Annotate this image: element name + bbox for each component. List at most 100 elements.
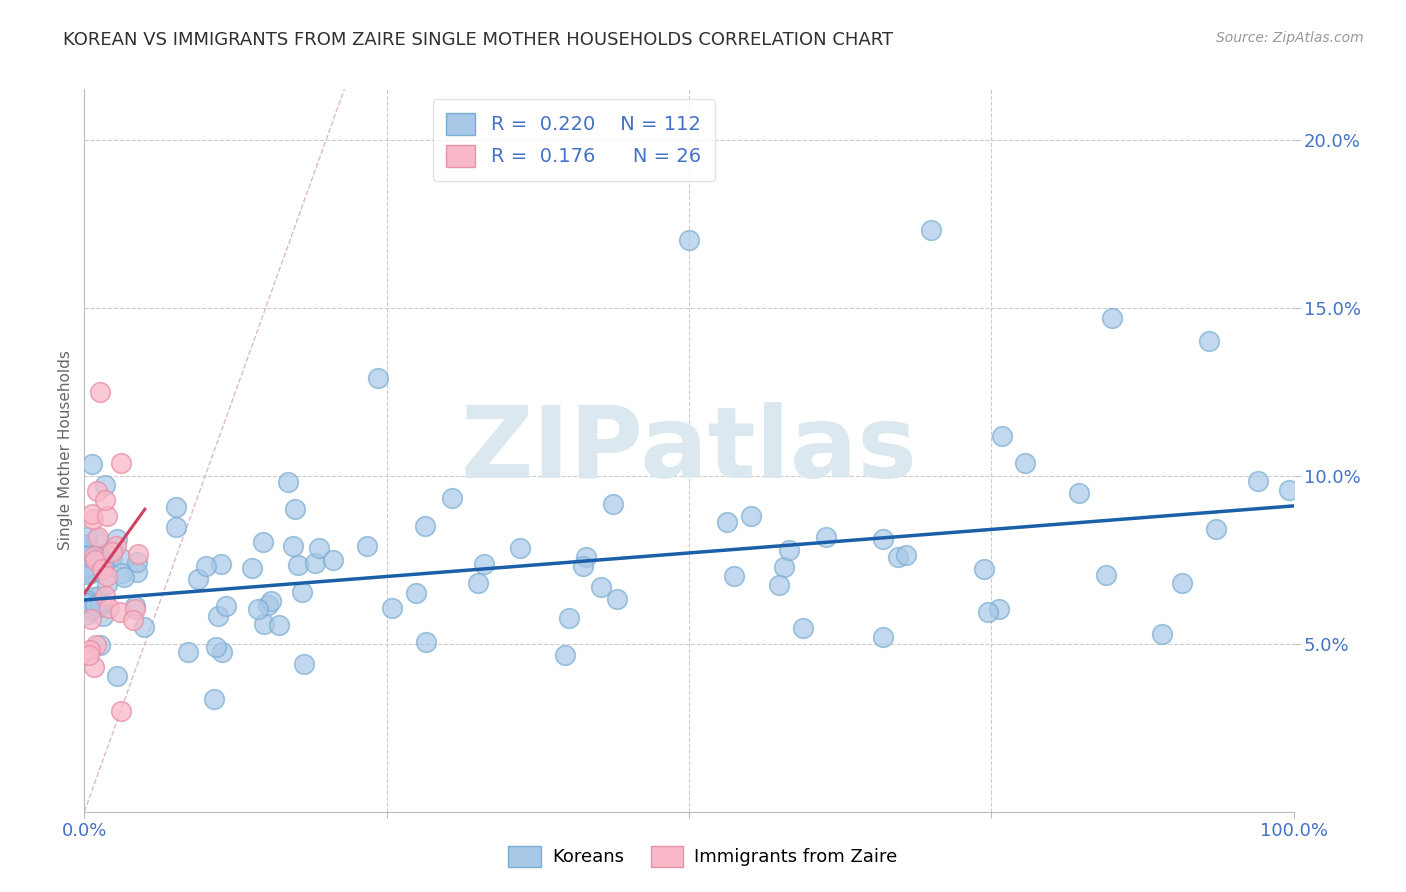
Point: [87, 530, 110, 544]
Point: [91, 608, 114, 623]
Point: [83, 549, 105, 563]
Point: [76, 530, 98, 544]
Point: [124, 599, 146, 613]
Point: [207, 608, 229, 623]
Point: [973, 561, 995, 575]
Point: [205, 640, 228, 654]
Point: [1067, 486, 1090, 500]
Point: [291, 584, 314, 599]
Point: [187, 572, 209, 586]
Point: [723, 569, 745, 583]
Point: [988, 602, 1011, 616]
Point: [91, 562, 114, 576]
Text: KOREAN VS IMMIGRANTS FROM ZAIRE SINGLE MOTHER HOUSEHOLDS CORRELATION CHART: KOREAN VS IMMIGRANTS FROM ZAIRE SINGLE M…: [63, 31, 893, 49]
Point: [792, 621, 814, 635]
Point: [76, 566, 98, 581]
Point: [105, 669, 128, 683]
Point: [89, 596, 111, 610]
Point: [441, 491, 464, 505]
Point: [575, 550, 598, 565]
Point: [93, 493, 115, 508]
Point: [93, 590, 115, 604]
Point: [93, 554, 115, 568]
Text: Source: ZipAtlas.com: Source: ZipAtlas.com: [1216, 31, 1364, 45]
Point: [1171, 576, 1194, 591]
Point: [76, 549, 98, 563]
Point: [591, 581, 613, 595]
Point: [75, 548, 97, 562]
Point: [815, 530, 838, 544]
Point: [292, 657, 315, 672]
Point: [1246, 475, 1268, 489]
Point: [242, 561, 264, 575]
Point: [83, 660, 105, 674]
Point: [82, 457, 104, 471]
Point: [80, 561, 103, 575]
Point: [405, 586, 427, 600]
Point: [83, 555, 105, 569]
Point: [287, 558, 309, 572]
Point: [1101, 310, 1123, 325]
Point: [89, 638, 111, 652]
Point: [110, 550, 132, 565]
Legend: R =  0.220    N = 112, R =  0.176      N = 26: R = 0.220 N = 112, R = 0.176 N = 26: [433, 99, 714, 181]
Point: [554, 648, 576, 663]
Point: [467, 575, 489, 590]
Point: [252, 534, 274, 549]
Point: [82, 511, 104, 525]
Point: [75, 608, 97, 623]
Point: [253, 617, 276, 632]
Point: [558, 611, 581, 625]
Point: [778, 543, 800, 558]
Point: [606, 591, 628, 606]
Point: [202, 692, 225, 706]
Point: [96, 577, 118, 591]
Point: [267, 617, 290, 632]
Point: [125, 555, 148, 569]
Point: [87, 552, 110, 566]
Point: [93, 546, 115, 560]
Y-axis label: Single Mother Households: Single Mother Households: [58, 351, 73, 550]
Point: [1198, 334, 1220, 349]
Point: [101, 545, 124, 559]
Point: [1095, 567, 1118, 582]
Point: [112, 569, 135, 583]
Point: [381, 601, 404, 615]
Point: [322, 552, 344, 566]
Text: ZIPatlas: ZIPatlas: [461, 402, 917, 499]
Point: [86, 484, 108, 499]
Point: [773, 560, 796, 574]
Point: [77, 648, 100, 662]
Point: [111, 566, 134, 581]
Point: [84, 638, 107, 652]
Point: [124, 602, 146, 616]
Point: [165, 520, 187, 534]
Point: [110, 704, 132, 718]
Point: [367, 371, 389, 385]
Point: [215, 599, 238, 614]
Point: [991, 428, 1014, 442]
Point: [195, 559, 218, 574]
Point: [740, 509, 762, 524]
Point: [105, 532, 128, 546]
Point: [96, 569, 118, 583]
Point: [96, 509, 118, 524]
Point: [94, 478, 117, 492]
Point: [84, 598, 107, 612]
Point: [86, 532, 108, 546]
Point: [472, 557, 495, 571]
Point: [110, 456, 132, 470]
Legend: Koreans, Immigrants from Zaire: Koreans, Immigrants from Zaire: [502, 838, 904, 874]
Point: [83, 553, 105, 567]
Point: [75, 592, 97, 607]
Point: [247, 602, 270, 616]
Point: [1014, 456, 1036, 470]
Point: [413, 519, 436, 533]
Point: [82, 508, 104, 522]
Point: [79, 602, 101, 616]
Point: [509, 541, 531, 555]
Point: [75, 596, 97, 610]
Point: [308, 541, 330, 555]
Point: [209, 557, 232, 571]
Point: [122, 613, 145, 627]
